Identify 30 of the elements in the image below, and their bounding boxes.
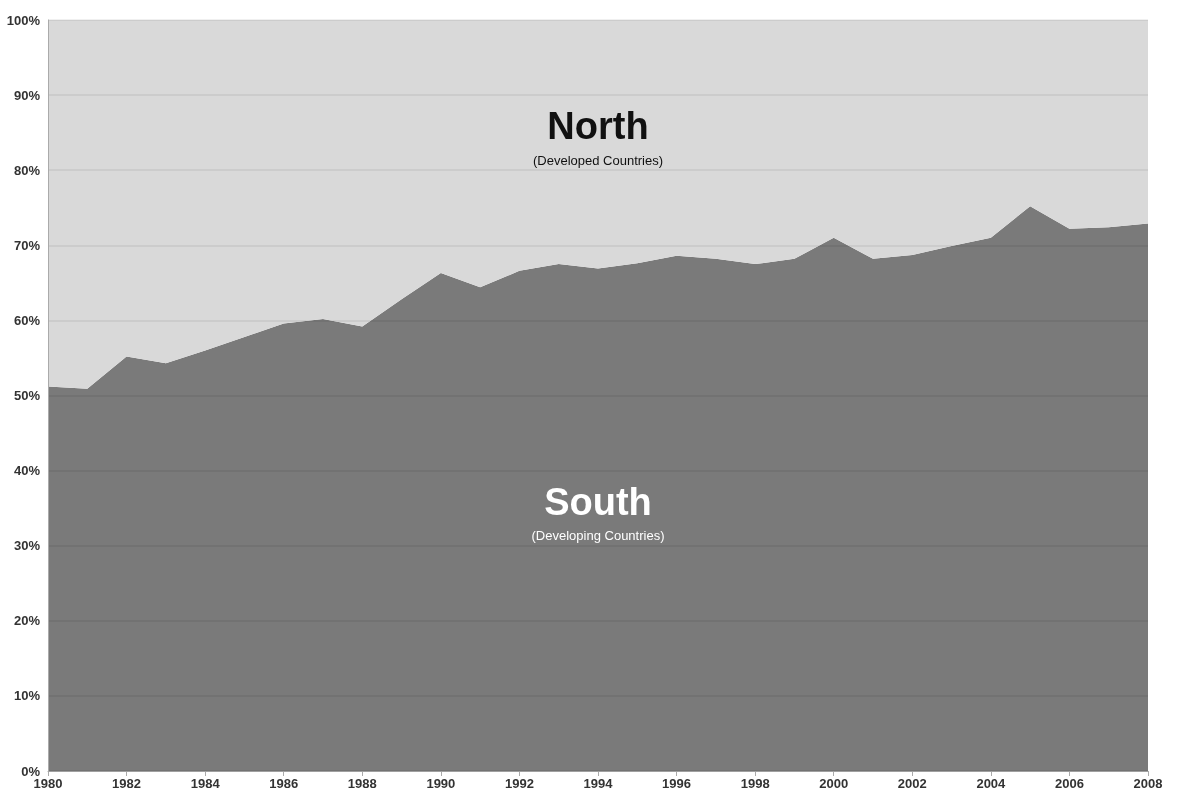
x-tick-label: 1994 (583, 776, 614, 791)
x-tick-label: 2000 (819, 776, 849, 791)
x-tick-label: 1992 (504, 776, 534, 791)
y-tick-label: 60% (13, 312, 41, 328)
x-tick-label: 1986 (269, 776, 299, 791)
x-tick-label: 2006 (1054, 776, 1084, 791)
series-label: North (547, 105, 649, 148)
y-tick-label: 40% (13, 463, 41, 479)
x-tick-label: 2002 (897, 776, 927, 791)
y-tick-label: 30% (13, 538, 41, 554)
y-tick-label: 80% (13, 162, 41, 178)
x-tick-label: 1998 (740, 776, 770, 791)
x-tick-label: 1980 (33, 776, 63, 791)
y-tick-label: 0% (21, 763, 41, 779)
x-tick-label: 1990 (426, 776, 456, 791)
y-tick-label: 50% (13, 388, 41, 403)
x-tick-label: 2004 (976, 776, 1007, 791)
y-tick-label: 100% (6, 12, 41, 28)
series-label: South (544, 480, 652, 523)
y-tick-label: 20% (13, 613, 41, 629)
x-tick-label: 1984 (190, 776, 221, 791)
x-tick-label: 2008 (1133, 776, 1163, 791)
annotation: (Developed Countries) (532, 152, 664, 168)
annotation: (Developing Countries) (531, 528, 665, 544)
x-tick-label: 1996 (662, 776, 692, 791)
x-tick-label: 1982 (112, 776, 142, 791)
x-tick-label: 1988 (347, 776, 377, 791)
y-tick-label: 70% (13, 237, 41, 253)
y-tick-label: 10% (13, 688, 41, 704)
y-tick-label: 90% (13, 87, 41, 103)
